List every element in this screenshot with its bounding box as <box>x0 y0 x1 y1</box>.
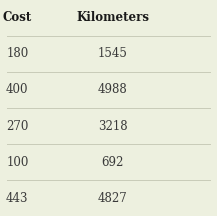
Text: 4827: 4827 <box>98 192 128 205</box>
Text: Cost: Cost <box>3 11 32 24</box>
Text: 180: 180 <box>6 48 28 60</box>
Text: 443: 443 <box>6 192 29 205</box>
Text: 4988: 4988 <box>98 84 128 97</box>
Text: 1545: 1545 <box>98 48 128 60</box>
Text: Kilometers: Kilometers <box>76 11 149 24</box>
Text: 400: 400 <box>6 84 29 97</box>
Text: 3218: 3218 <box>98 119 128 132</box>
Text: 692: 692 <box>102 156 124 168</box>
Text: 100: 100 <box>6 156 29 168</box>
Text: 270: 270 <box>6 119 29 132</box>
